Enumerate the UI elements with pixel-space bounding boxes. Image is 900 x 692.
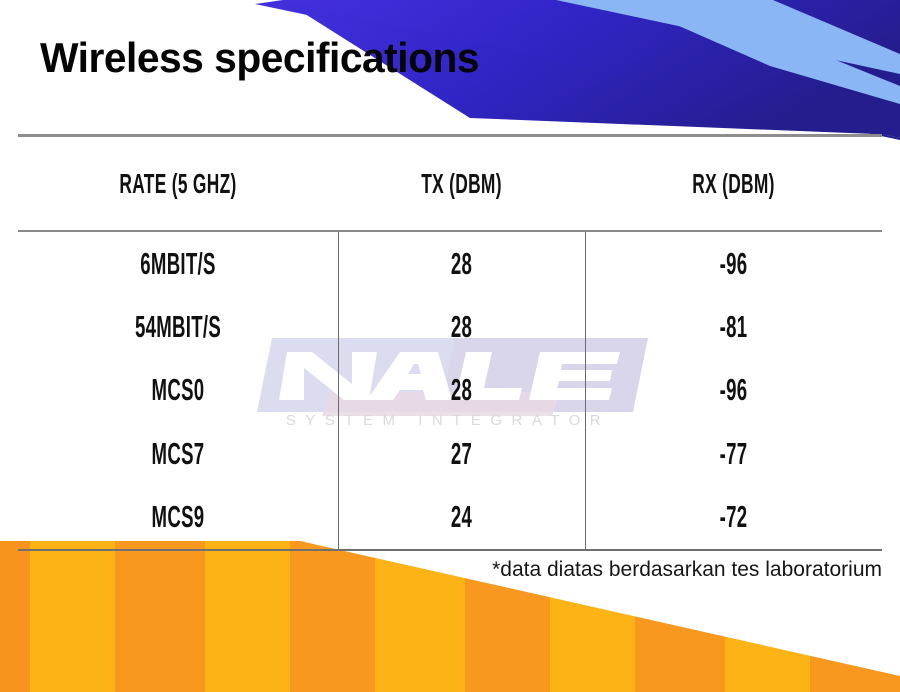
cell-rate: MCS7 xyxy=(151,435,205,471)
cell-rx: -81 xyxy=(719,309,748,345)
column-header-rx: RX (DBM) xyxy=(692,168,775,199)
table-body: 6MBIT/S 28 -96 54MBIT/S 28 -81 MCS0 28 -… xyxy=(18,232,882,549)
cell-tx: 28 xyxy=(450,245,473,281)
cell-rate: 54MBIT/S xyxy=(134,309,222,345)
table-top-rule xyxy=(18,134,882,137)
column-header-tx: TX (DBM) xyxy=(421,168,502,199)
footnote-text: *data diatas berdasarkan tes laboratoriu… xyxy=(492,558,882,581)
table-bottom-rule xyxy=(18,548,882,551)
table-row: MCS0 28 -96 xyxy=(18,359,882,422)
cell-rx: -96 xyxy=(719,245,748,281)
cell-tx: 28 xyxy=(450,372,473,408)
table-header-row: RATE (5 GHZ) TX (DBM) RX (DBM) xyxy=(18,137,882,230)
column-header-rate: RATE (5 GHZ) xyxy=(119,168,237,199)
table-row: 6MBIT/S 28 -96 xyxy=(18,232,882,295)
cell-tx: 24 xyxy=(450,499,473,535)
bottom-orange-decoration xyxy=(0,541,900,692)
cell-tx: 28 xyxy=(450,309,473,345)
cell-rx: -96 xyxy=(719,372,748,408)
cell-rate: MCS9 xyxy=(151,499,205,535)
cell-rx: -77 xyxy=(719,435,748,471)
cell-rx: -72 xyxy=(719,499,748,535)
column-separator-2 xyxy=(585,232,586,549)
page-title: Wireless specifications xyxy=(40,34,480,81)
chevron-arrow-upper xyxy=(556,0,900,74)
cell-rate: MCS0 xyxy=(151,372,205,408)
cell-rate: 6MBIT/S xyxy=(140,245,216,281)
cell-tx: 27 xyxy=(450,435,473,471)
table-row: 54MBIT/S 28 -81 xyxy=(18,295,882,358)
table-row: MCS7 27 -77 xyxy=(18,422,882,485)
table-header-rule xyxy=(18,230,882,232)
column-separator-1 xyxy=(338,232,339,549)
table-row: MCS9 24 -72 xyxy=(18,486,882,549)
specs-table: RATE (5 GHZ) TX (DBM) RX (DBM) 6MBIT/S 2… xyxy=(18,134,882,551)
chevron-arrow-second xyxy=(620,0,900,104)
